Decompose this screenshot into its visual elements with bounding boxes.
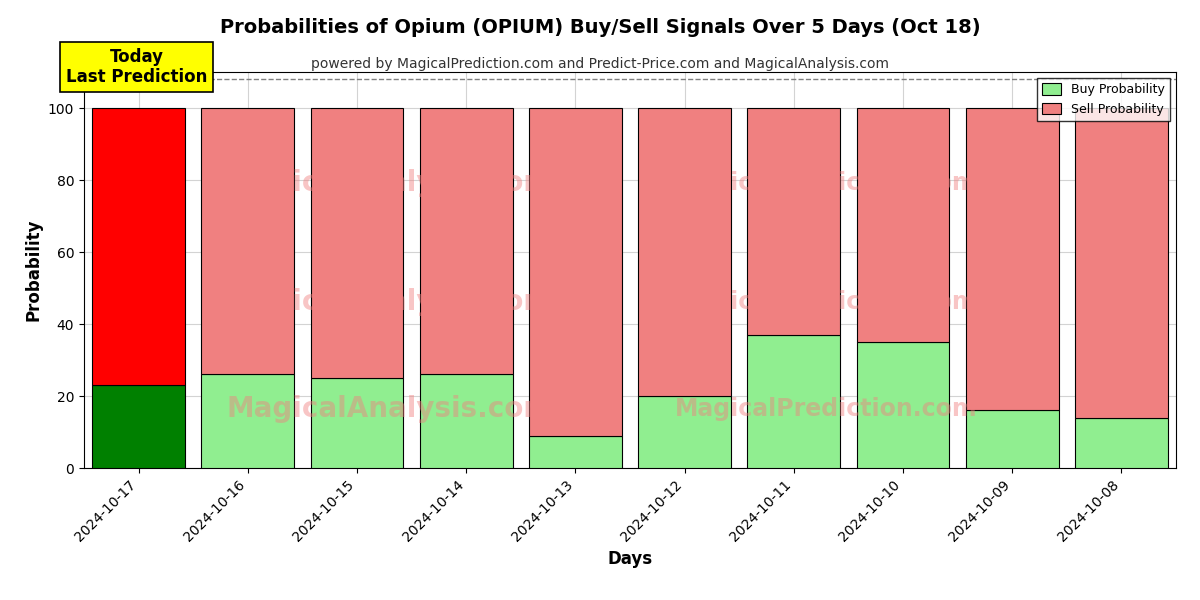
Bar bbox=[857, 342, 949, 468]
Text: MagicalAnalysis.com: MagicalAnalysis.com bbox=[227, 169, 553, 197]
Bar bbox=[966, 108, 1058, 410]
Bar bbox=[638, 396, 731, 468]
Bar bbox=[529, 436, 622, 468]
Text: powered by MagicalPrediction.com and Predict-Price.com and MagicalAnalysis.com: powered by MagicalPrediction.com and Pre… bbox=[311, 57, 889, 71]
Bar bbox=[311, 108, 403, 378]
Bar bbox=[529, 108, 622, 436]
Bar bbox=[1075, 418, 1168, 468]
Text: MagicalPrediction.com: MagicalPrediction.com bbox=[676, 290, 978, 314]
Bar bbox=[748, 335, 840, 468]
Text: MagicalPrediction.com: MagicalPrediction.com bbox=[676, 171, 978, 195]
Bar bbox=[92, 108, 185, 385]
Legend: Buy Probability, Sell Probability: Buy Probability, Sell Probability bbox=[1037, 78, 1170, 121]
Text: MagicalAnalysis.com: MagicalAnalysis.com bbox=[227, 287, 553, 316]
Bar bbox=[92, 385, 185, 468]
Bar bbox=[966, 410, 1058, 468]
Text: MagicalAnalysis.com: MagicalAnalysis.com bbox=[227, 395, 553, 422]
Text: Probabilities of Opium (OPIUM) Buy/Sell Signals Over 5 Days (Oct 18): Probabilities of Opium (OPIUM) Buy/Sell … bbox=[220, 18, 980, 37]
X-axis label: Days: Days bbox=[607, 550, 653, 568]
Bar bbox=[420, 108, 512, 374]
Bar bbox=[420, 374, 512, 468]
Bar bbox=[311, 378, 403, 468]
Text: MagicalPrediction.com: MagicalPrediction.com bbox=[676, 397, 978, 421]
Bar bbox=[1075, 108, 1168, 418]
Text: Today
Last Prediction: Today Last Prediction bbox=[66, 47, 208, 86]
Bar bbox=[202, 374, 294, 468]
Bar bbox=[638, 108, 731, 396]
Bar bbox=[202, 108, 294, 374]
Bar bbox=[857, 108, 949, 342]
Y-axis label: Probability: Probability bbox=[24, 219, 42, 321]
Bar bbox=[748, 108, 840, 335]
